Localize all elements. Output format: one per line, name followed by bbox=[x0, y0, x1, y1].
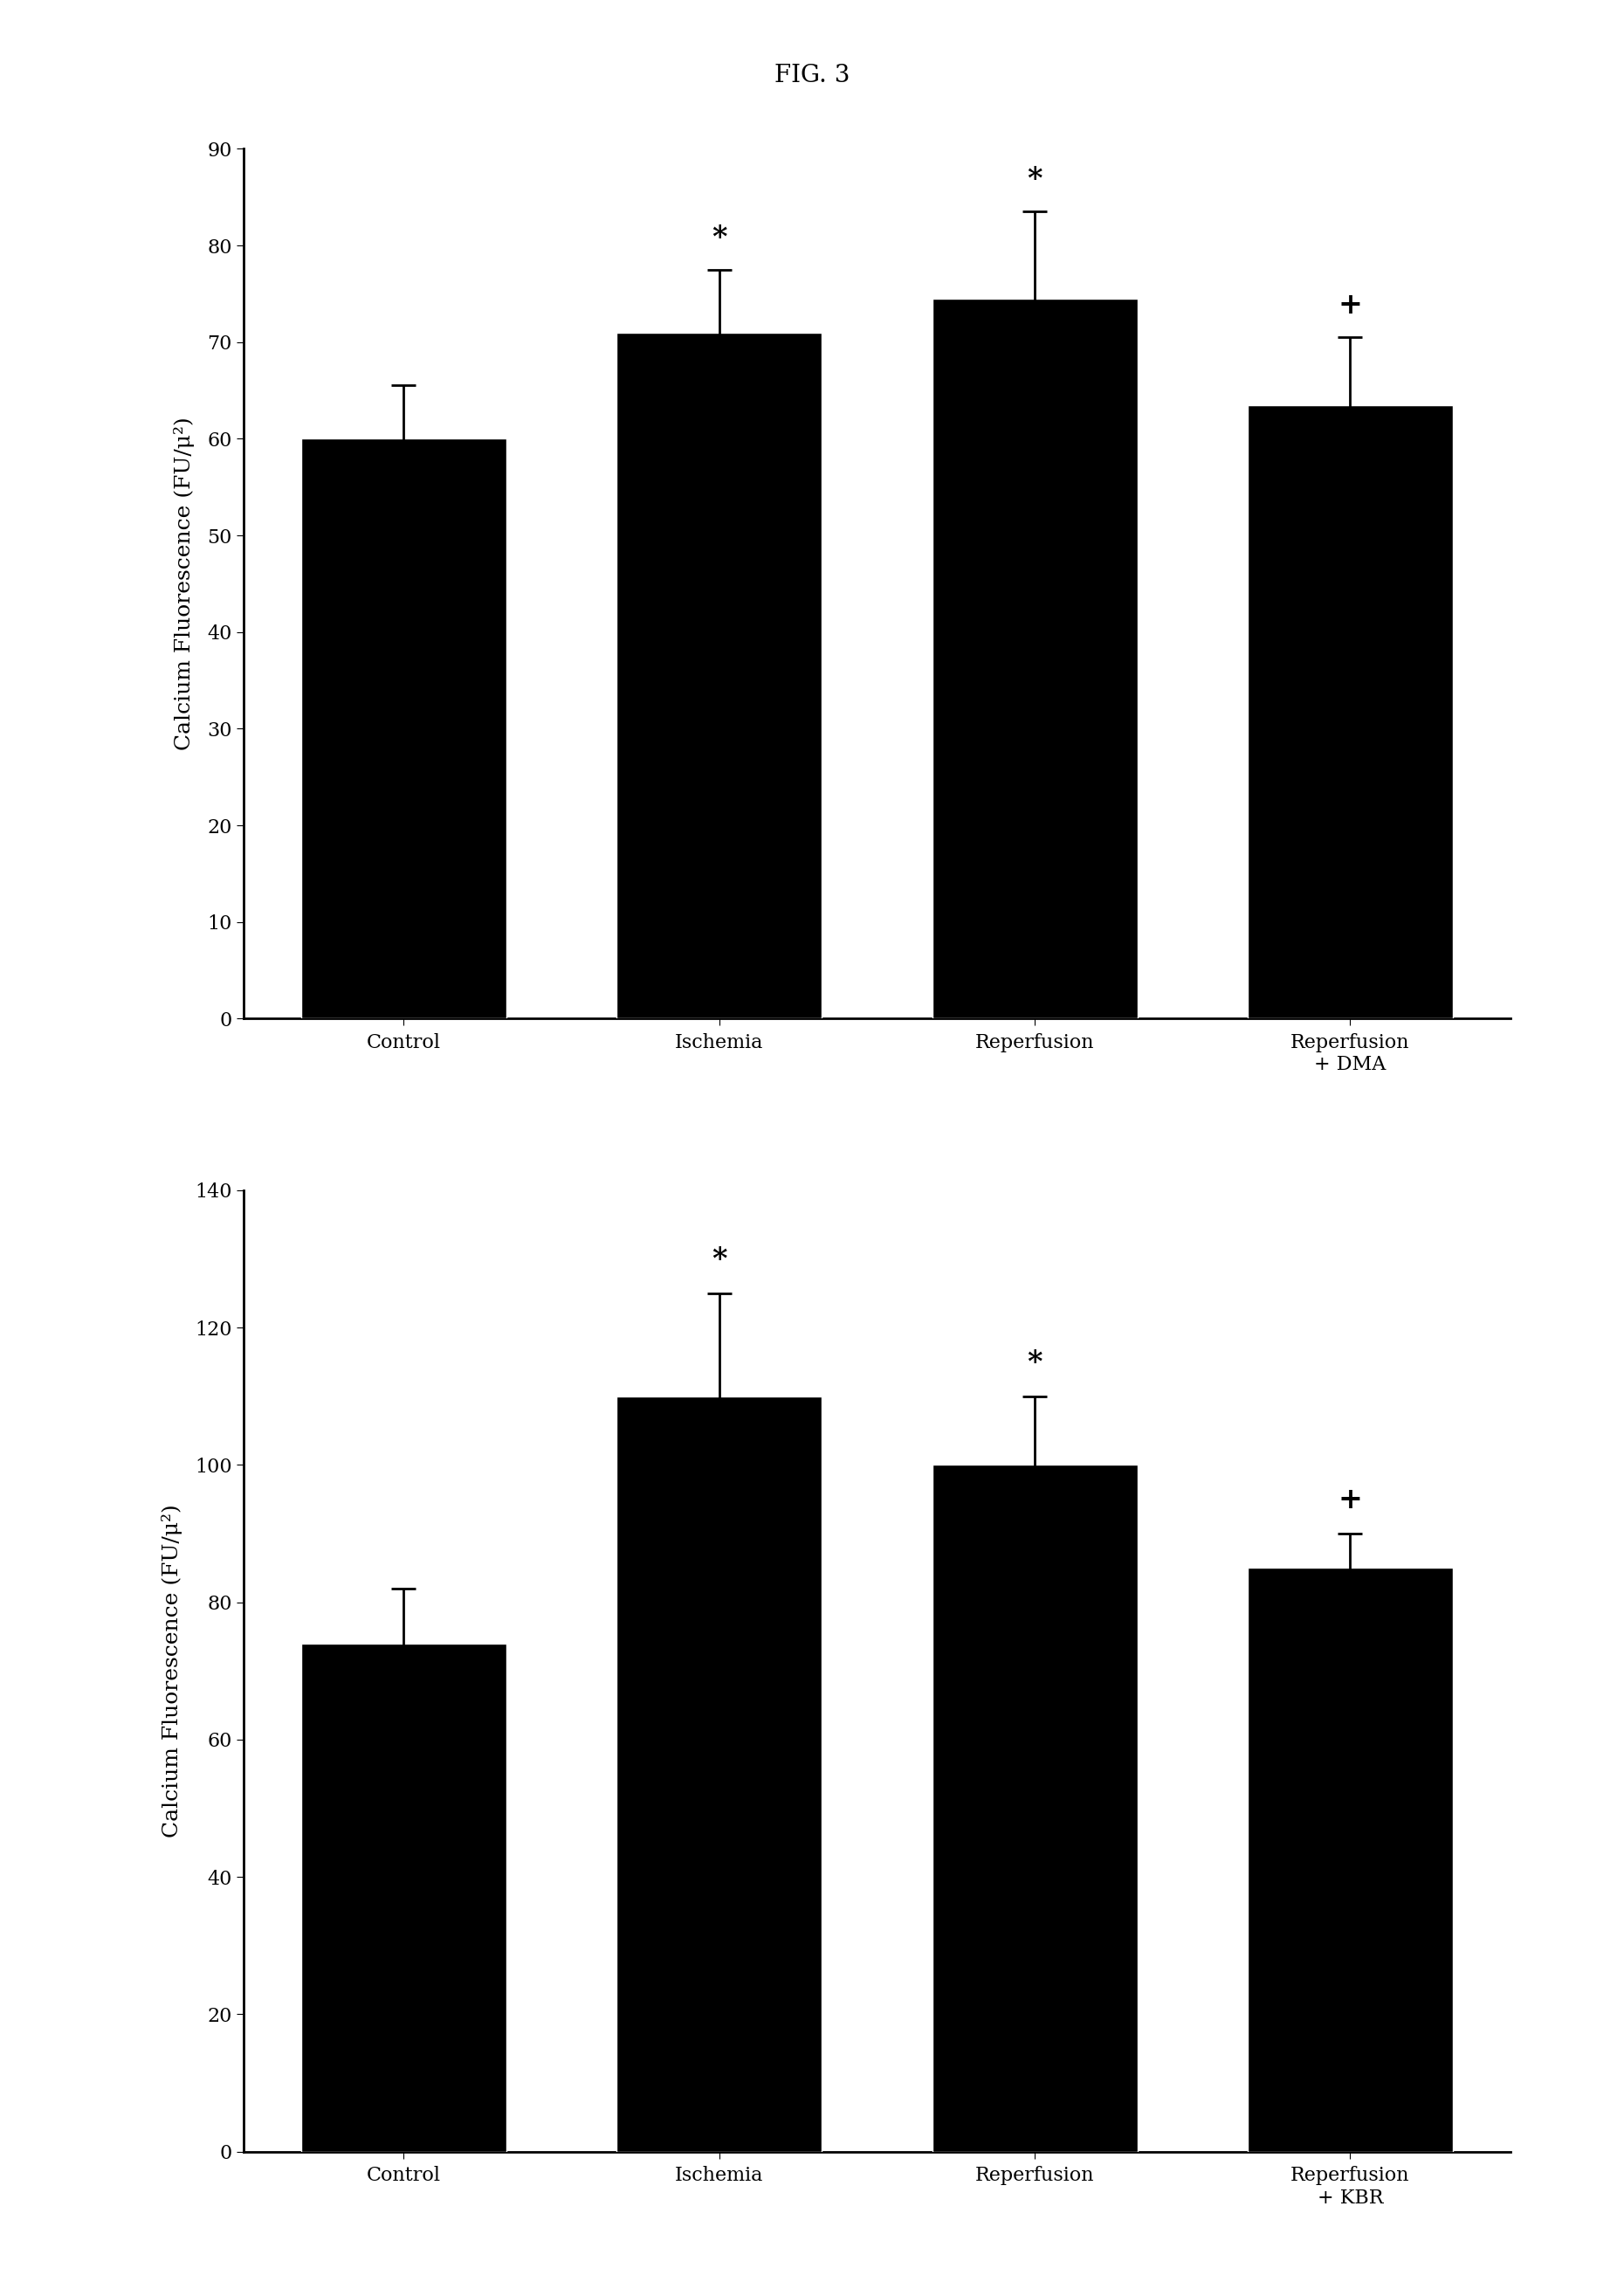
Text: *: * bbox=[1026, 1348, 1043, 1378]
Y-axis label: Calcium Fluorescence (FU/μ²): Calcium Fluorescence (FU/μ²) bbox=[162, 1504, 184, 1838]
Bar bbox=[300, 1644, 507, 2152]
Text: +: + bbox=[1338, 291, 1363, 320]
Bar bbox=[617, 332, 822, 1019]
Bar bbox=[300, 439, 507, 1019]
Y-axis label: Calcium Fluorescence (FU/μ²): Calcium Fluorescence (FU/μ²) bbox=[174, 417, 195, 751]
Bar bbox=[617, 1396, 822, 2152]
Text: *: * bbox=[711, 1245, 728, 1275]
Text: FIG. 3: FIG. 3 bbox=[775, 64, 849, 87]
Text: +: + bbox=[1338, 1486, 1363, 1515]
Bar bbox=[932, 1465, 1137, 2152]
Bar bbox=[1247, 405, 1453, 1019]
Text: *: * bbox=[711, 224, 728, 252]
Bar bbox=[1247, 1568, 1453, 2152]
Text: *: * bbox=[1026, 165, 1043, 195]
Bar bbox=[932, 298, 1137, 1019]
